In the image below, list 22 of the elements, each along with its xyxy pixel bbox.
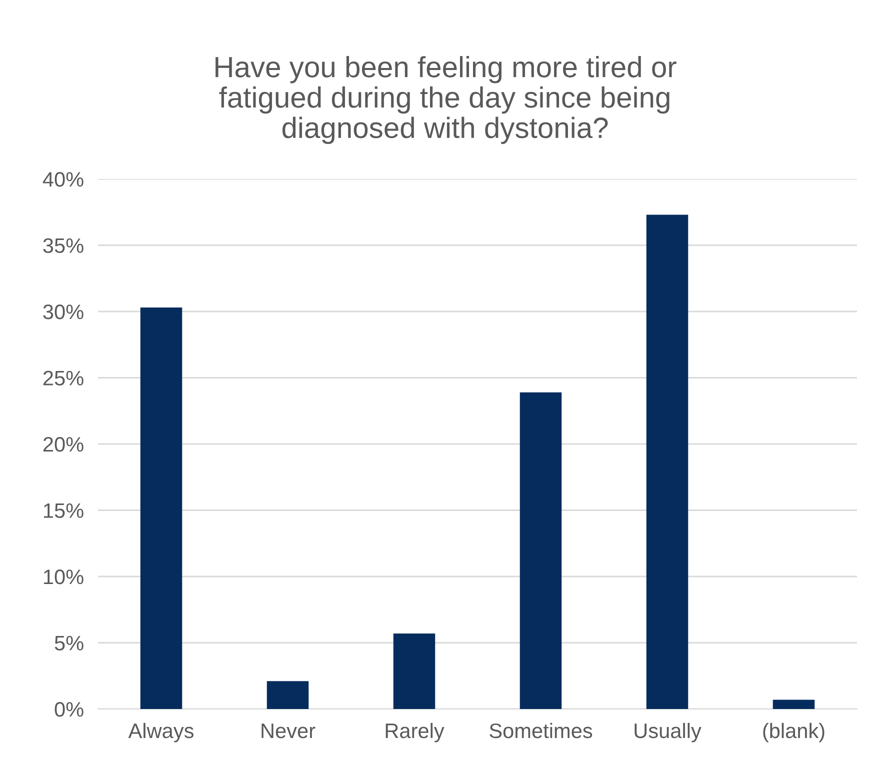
x-tick-label: Rarely [386,722,444,742]
chart-title: Have you been feeling more tired or fatigued during the day since being diagnosed with dystonia? [216,56,676,144]
bar [772,700,815,709]
bar [393,633,436,709]
bar [646,214,688,709]
y-tick-label: 40% [42,172,84,187]
y-tick-label: 30% [43,304,84,320]
y-tick-label: 10% [44,570,84,584]
bar [266,681,309,709]
y-tick-label: 35% [43,238,84,254]
y-tick-label: 15% [44,503,84,518]
y-tick-label: 20% [43,437,84,452]
y-tick-label: 25% [43,370,84,386]
bar [520,392,562,709]
x-tick-label: Never [262,724,316,738]
bar [140,308,182,709]
x-tick-label: (blank) [763,722,824,742]
x-tick-label: Sometimes [490,722,592,738]
y-tick-label: 0% [54,702,84,717]
y-tick-label: 5% [54,636,84,651]
x-tick-label: Usually [634,722,702,742]
x-tick-label: Always [128,722,194,742]
